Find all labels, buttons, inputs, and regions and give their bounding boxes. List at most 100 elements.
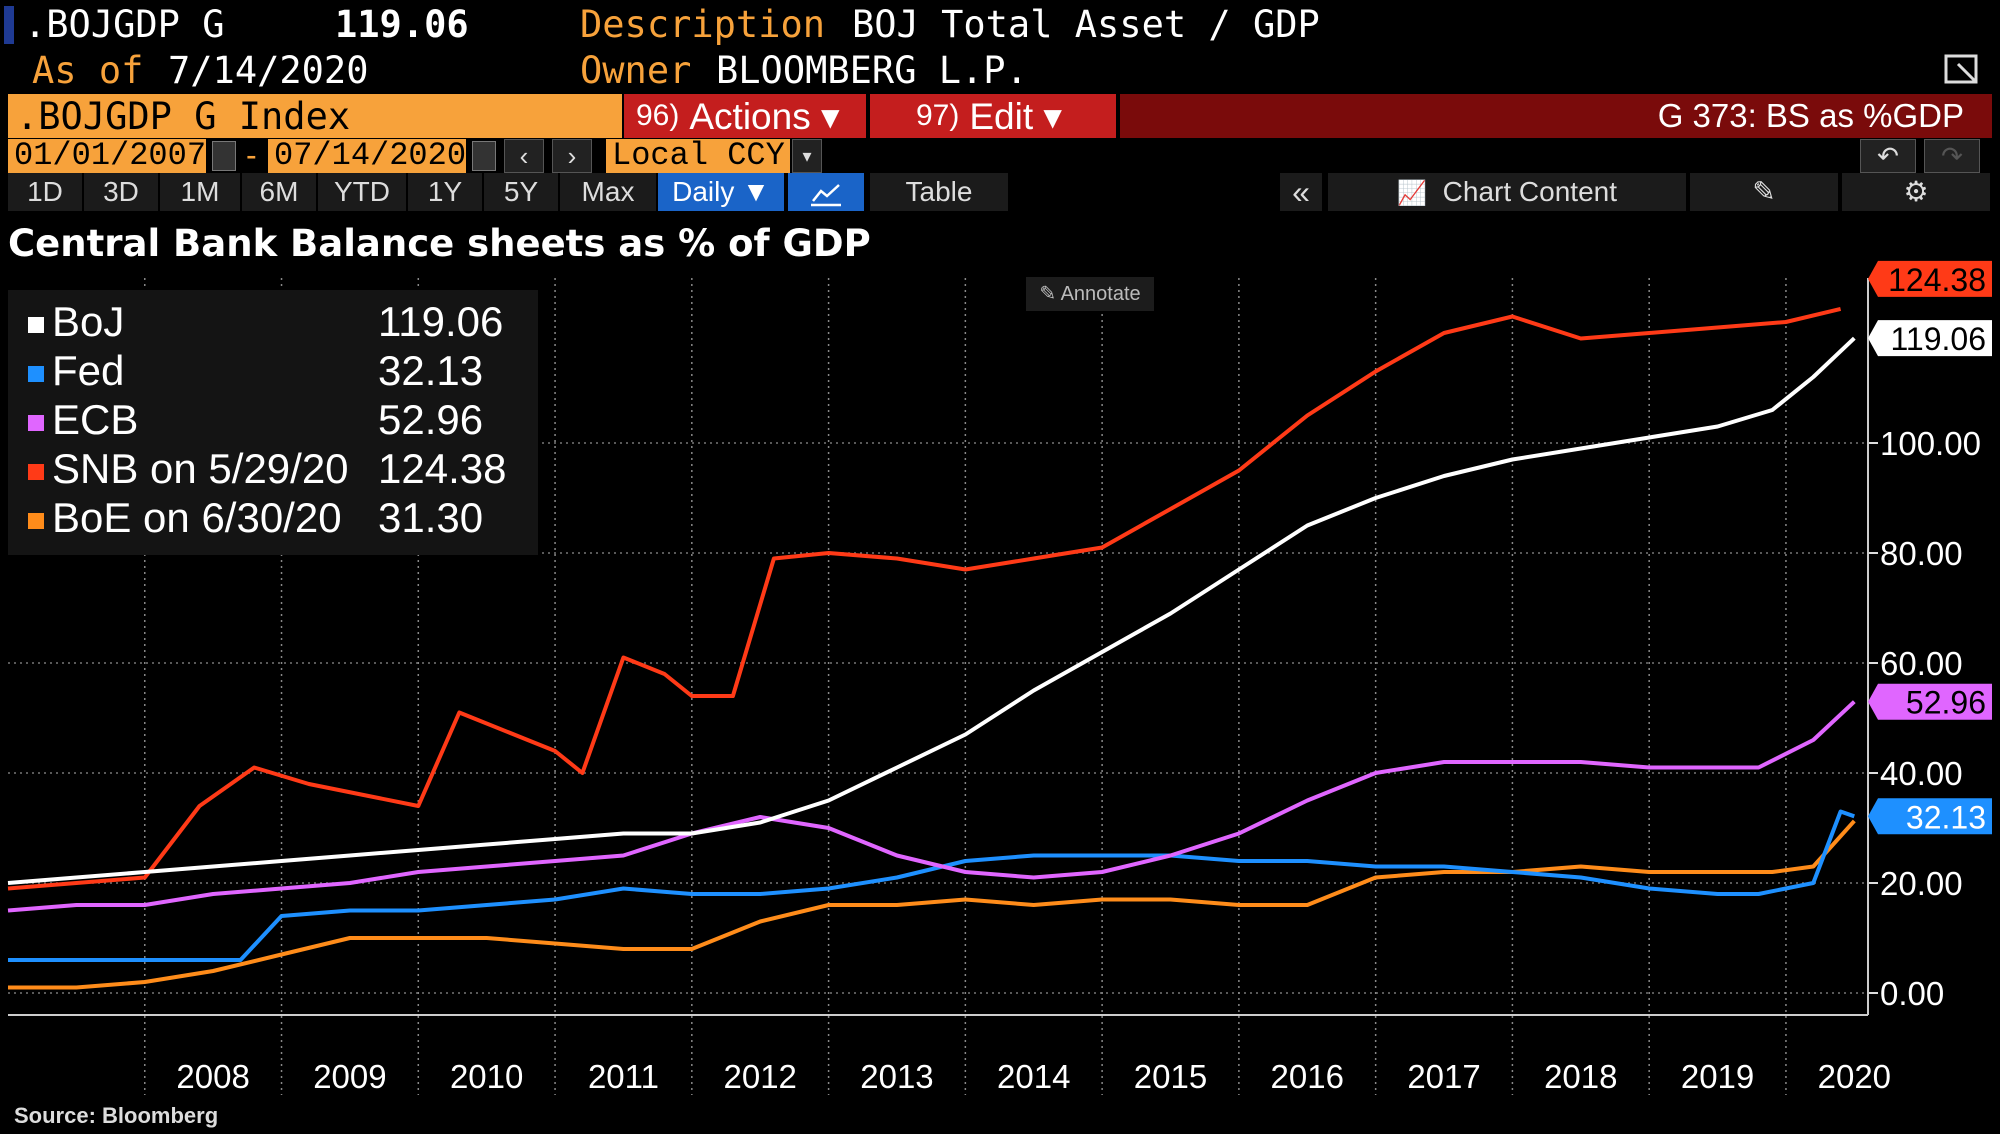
redo-icon[interactable]: ↷ [1924,139,1980,173]
legend-swatch-ecb [28,414,44,431]
legend-item-fed: Fed [28,347,124,395]
next-period-button[interactable]: › [552,139,592,173]
legend-value-boe: 31.30 [378,494,484,541]
chart-content-button[interactable]: 📈 Chart Content [1328,173,1688,211]
table-button[interactable]: Table [870,173,1010,211]
legend-swatch-boj [28,316,44,333]
actions-label: Actions ▾ [689,95,840,137]
function-title-bar: G 373: BS as %GDP [1120,94,1992,138]
chart-title: Central Bank Balance sheets as % of GDP [8,222,871,265]
range-6m[interactable]: 6M [242,173,318,211]
edit-num: 97) [916,99,960,132]
x-tick-label: 2009 [313,1058,386,1095]
actions-num: 96) [636,99,680,132]
frequency-select[interactable]: Daily ▼ [658,173,786,211]
legend-item-ecb: ECB [28,396,138,444]
edit-button[interactable]: 97) Edit ▾ [870,94,1116,138]
calendar-icon-start[interactable] [212,141,236,171]
as-of-date: 7/14/2020 [168,49,369,92]
legend-label-boj: BoJ [52,298,125,345]
settings-gear-icon[interactable]: ⚙ [1842,173,1992,211]
y-tick-label: 40.00 [1880,755,1963,792]
description-label: Description [580,3,826,46]
range-1d[interactable]: 1D [8,173,84,211]
security-text: .BOJGDP G Index [16,94,351,138]
y-tick-label: 100.00 [1880,425,1981,462]
collapse-icon[interactable]: « [1280,173,1324,211]
end-flag-label-snb: 124.38 [1888,262,1986,298]
prev-period-button[interactable]: ‹ [504,139,544,173]
x-tick-label: 2019 [1681,1058,1754,1095]
range-5y[interactable]: 5Y [484,173,560,211]
series-line-boj [7,336,1856,885]
header-ticker: .BOJGDP G [24,3,225,46]
legend-swatch-snb [28,463,44,480]
y-tick-label: 0.00 [1880,975,1944,1012]
currency-select[interactable]: Local CCY [606,139,790,173]
legend-value-snb: 124.38 [378,445,507,492]
date-separator: - [246,137,257,173]
legend-label-fed: Fed [52,347,125,394]
end-flag-boj [1868,320,1992,357]
legend-item-boj: BoJ [28,298,124,346]
security-field[interactable]: .BOJGDP G Index [8,94,622,138]
end-date-field[interactable]: 07/14/2020 [268,139,466,173]
undo-icon[interactable]: ↶ [1860,139,1916,173]
legend-label-boe: BoE on 6/30/20 [52,494,342,541]
x-tick-label: 2011 [588,1058,659,1095]
x-tick-label: 2020 [1818,1058,1891,1095]
x-tick-label: 2017 [1407,1058,1480,1095]
end-flag-label-ecb: 52.96 [1906,685,1986,721]
x-tick-label: 2014 [997,1058,1070,1095]
legend-item-boe: BoE on 6/30/20 [28,494,342,542]
legend-value-ecb: 52.96 [378,396,484,443]
annotate-button[interactable]: ✎ Annotate [1026,277,1154,311]
x-tick-label: 2008 [176,1058,249,1095]
end-flag-snb [1868,260,1992,297]
range-3d[interactable]: 3D [84,173,160,211]
end-flag-label-fed: 32.13 [1906,799,1986,835]
line-chart-mode-icon[interactable] [788,173,866,211]
calendar-icon-end[interactable] [472,141,496,171]
legend-item-snb: SNB on 5/29/20 [28,445,349,493]
legend-value-fed: 32.13 [378,347,484,394]
function-title: G 373: BS as %GDP [1657,97,1964,134]
range-max[interactable]: Max [560,173,658,211]
y-tick-label: 20.00 [1880,865,1963,902]
legend-value-boj: 119.06 [378,298,504,345]
currency-dropdown-icon[interactable]: ▾ [792,139,822,173]
actions-button[interactable]: 96) Actions ▾ [624,94,866,138]
start-date-field[interactable]: 01/01/2007 [8,139,206,173]
edit-chart-icon[interactable]: ✎ [1690,173,1840,211]
series-line-fed [8,809,1855,962]
edit-label: Edit ▾ [969,95,1062,137]
series-line-boe [8,819,1856,990]
y-tick-label: 80.00 [1880,535,1963,572]
source-note: Source: Bloomberg [14,1103,219,1128]
series-line-snb [7,306,1842,891]
chart-content-icon: 📈 [1397,180,1427,207]
end-flag-fed [1868,798,1992,835]
end-flag-ecb [1868,683,1992,720]
x-tick-label: 2018 [1544,1058,1617,1095]
header-ticker-marker [4,6,14,44]
popout-icon[interactable] [1944,52,1984,88]
range-ytd[interactable]: YTD [318,173,408,211]
legend-label-snb: SNB on 5/29/20 [52,445,349,492]
legend-swatch-boe [28,512,44,529]
x-tick-label: 2016 [1271,1058,1344,1095]
series-line-ecb [7,700,1856,913]
x-tick-label: 2013 [860,1058,933,1095]
as-of-label: As of [32,49,144,92]
description-value: BOJ Total Asset / GDP [852,3,1320,46]
y-tick-label: 60.00 [1880,645,1963,682]
range-1m[interactable]: 1M [160,173,242,211]
x-tick-label: 2015 [1134,1058,1207,1095]
owner-label: Owner [580,49,692,92]
annotate-label: Annotate [1060,283,1141,305]
legend-swatch-fed [28,365,44,382]
owner-value: BLOOMBERG L.P. [716,49,1028,92]
legend-label-ecb: ECB [52,396,139,443]
range-1y[interactable]: 1Y [408,173,484,211]
